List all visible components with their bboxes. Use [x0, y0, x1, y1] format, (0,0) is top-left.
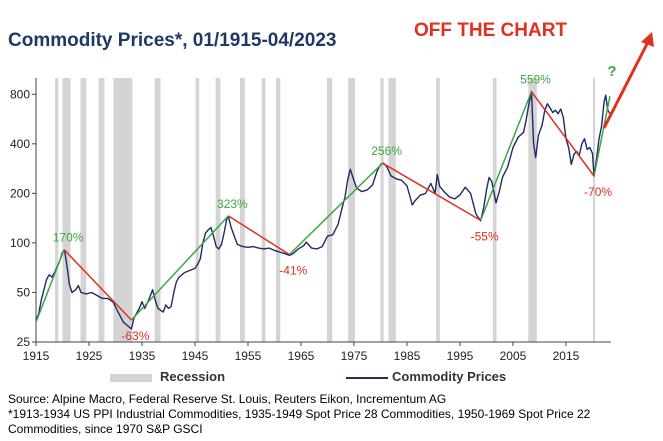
y-tick-label: 100 [10, 236, 30, 250]
x-tick-label: 1935 [129, 349, 156, 363]
y-tick-label: 50 [17, 285, 31, 299]
rise-trend-line [288, 162, 384, 256]
x-tick-label: 1995 [447, 349, 474, 363]
recession-legend-label: Recession [160, 369, 226, 384]
commodity-price-line [35, 90, 611, 330]
off-chart-arrow [602, 32, 654, 129]
fall-trend-line [530, 91, 595, 177]
y-tick-label: 400 [10, 137, 30, 151]
recession-band [62, 78, 71, 342]
fall-trend-line [63, 249, 132, 321]
rise-trend-line [479, 91, 533, 221]
fall-trend-line [382, 162, 482, 222]
recession-band [113, 78, 133, 342]
recession-band [528, 78, 537, 342]
off-the-chart-callout: OFF THE CHART [414, 20, 568, 41]
rise-percent-label: 256% [371, 144, 402, 158]
source-line-2: *1913-1934 US PPI Industrial Commodities… [8, 407, 591, 436]
recession-band [326, 78, 333, 342]
recession-bands [55, 78, 595, 342]
recession-band [154, 78, 161, 342]
x-tick-label: 1925 [76, 349, 103, 363]
recession-band [380, 78, 384, 342]
recession-band [98, 78, 105, 342]
recession-band [215, 78, 221, 342]
fall-trend-line [227, 215, 290, 256]
trend-labels: 170% 323% 256% 559% ? -63% -41% -55% -70% [53, 63, 617, 343]
rise-percent-label: 323% [217, 197, 248, 211]
axes: 25 50 100 200 400 800 1915 1925 1935 1945 1955 1965… [10, 78, 611, 363]
recession-band [240, 78, 245, 342]
x-tick-label: 1975 [341, 349, 368, 363]
fall-percent-label: -41% [279, 264, 307, 278]
series-legend-label: Commodity Prices [392, 369, 507, 384]
recession-band [592, 78, 595, 342]
fall-percent-label: -55% [471, 229, 499, 243]
rise-trend-line [35, 249, 65, 323]
recession-band [388, 78, 396, 342]
x-tick-label: 1955 [235, 349, 262, 363]
rise-trend-line [130, 215, 229, 321]
recession-band [276, 78, 281, 342]
y-tick-label: 800 [10, 87, 30, 101]
x-tick-label: 2015 [553, 349, 580, 363]
chart-title: Commodity Prices*, 01/1915-04/2023 [8, 30, 337, 51]
x-tick-label: 1945 [182, 349, 209, 363]
recession-band [492, 78, 497, 342]
fall-percent-label: -70% [584, 185, 612, 199]
recession-band [261, 78, 266, 342]
recession-band [436, 78, 440, 342]
off-chart-arrow-head [641, 32, 654, 47]
y-tick-label: 25 [17, 335, 31, 349]
commodity-price-chart: 25 50 100 200 400 800 1915 1925 1935 1945 1955 1965… [10, 32, 654, 363]
recession-band [80, 78, 87, 342]
recession-legend-swatch [110, 374, 152, 382]
recession-band [348, 78, 356, 342]
recession-band [195, 78, 200, 342]
trend-lines [35, 91, 611, 323]
rise-trend-line [593, 95, 611, 177]
source-note: Source: Alpine Macro, Federal Reserve St… [8, 392, 658, 437]
x-tick-label: 1965 [288, 349, 315, 363]
off-chart-arrow-shaft [602, 39, 651, 129]
y-tick-label: 200 [10, 186, 30, 200]
x-tick-label: 2005 [500, 349, 527, 363]
x-tick-label: 1915 [23, 349, 50, 363]
series-layer [35, 90, 611, 330]
x-tick-label: 1985 [394, 349, 421, 363]
rise-percent-label: 559% [520, 73, 551, 87]
source-line-1: Source: Alpine Macro, Federal Reserve St… [8, 392, 447, 406]
fall-percent-label: -63% [121, 329, 149, 343]
series-legend-swatch [346, 377, 388, 379]
rise-percent-label: 170% [53, 231, 84, 245]
rise-question-label: ? [607, 63, 616, 80]
recession-band [55, 78, 59, 342]
